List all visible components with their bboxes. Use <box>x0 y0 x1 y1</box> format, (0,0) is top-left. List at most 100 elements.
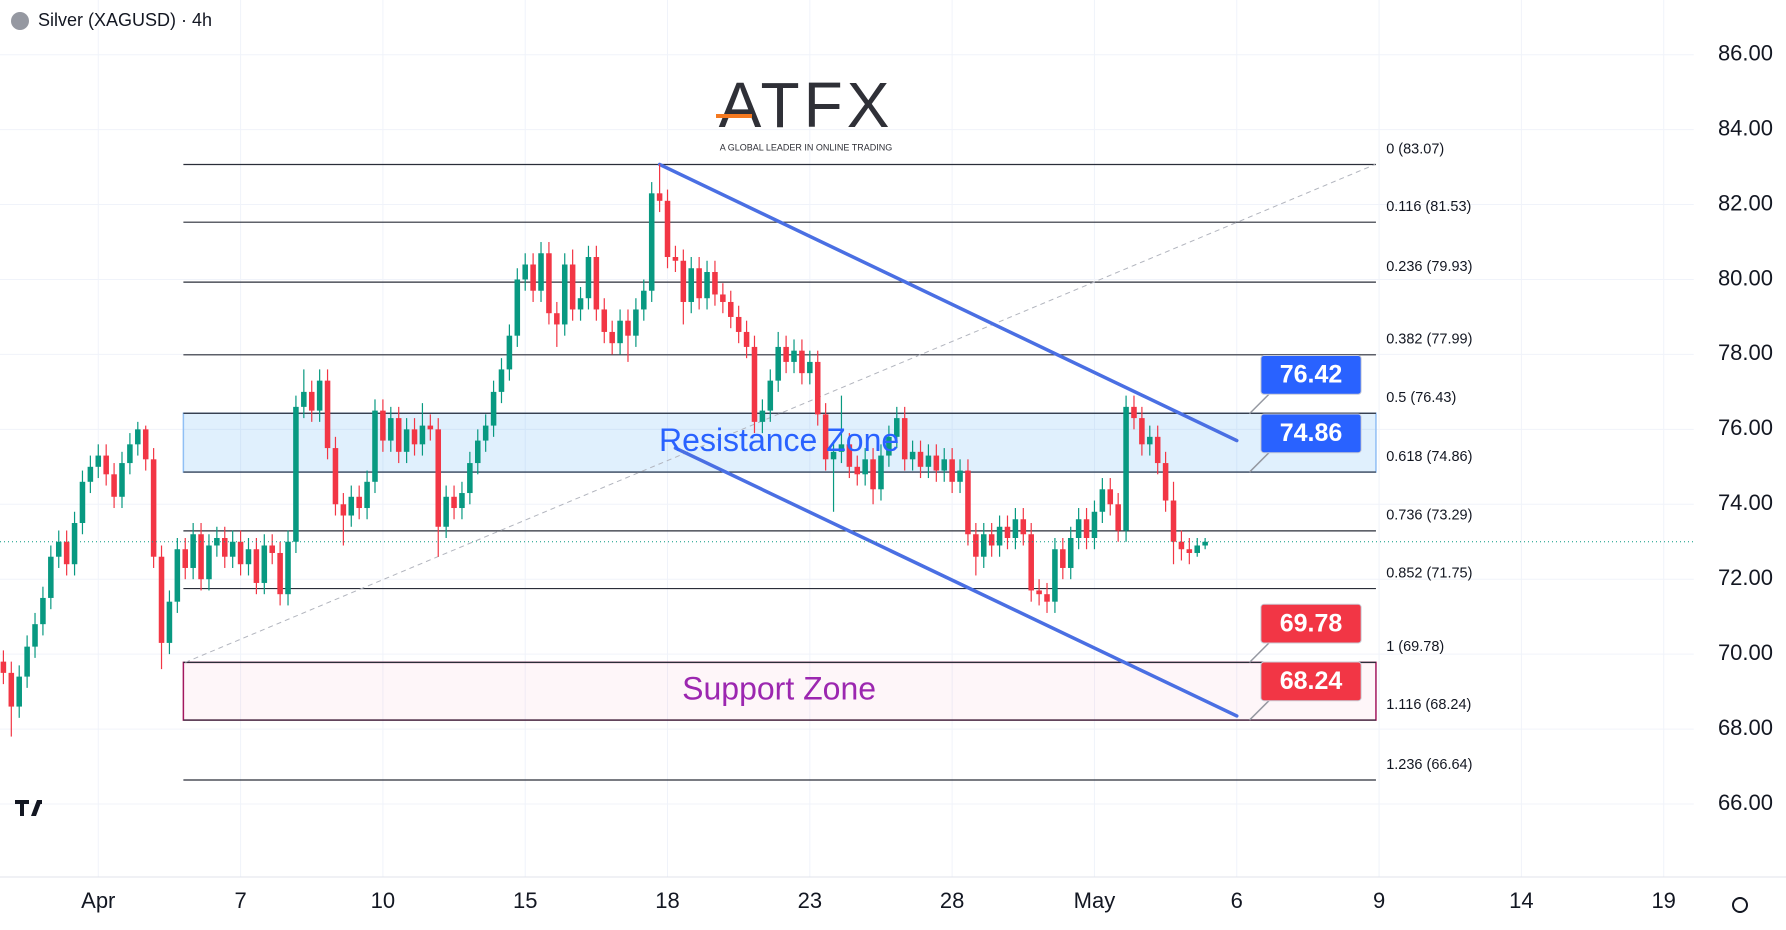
x-tick-label: May <box>1074 888 1116 913</box>
candle-body <box>648 193 655 291</box>
candle-body <box>24 646 30 677</box>
candle-body <box>538 253 544 291</box>
candle-body <box>1083 519 1090 538</box>
candle-body <box>601 309 608 332</box>
candle-body <box>980 534 987 557</box>
candle-body <box>142 429 149 460</box>
callout-pointer <box>1248 700 1270 721</box>
candle-body <box>229 541 236 557</box>
candle-body <box>569 264 576 310</box>
candle-body <box>1075 519 1082 538</box>
candle-body <box>1020 519 1027 535</box>
candle-body <box>728 301 734 317</box>
candle-body <box>364 481 370 509</box>
fib-label: 0 (83.07) <box>1386 141 1444 157</box>
candle-body <box>799 350 805 374</box>
grid <box>0 0 1694 878</box>
candle-body <box>1012 519 1019 538</box>
fib-label: 0.382 (77.99) <box>1386 332 1472 348</box>
candle-body <box>285 541 291 595</box>
callout-pointer <box>1248 642 1270 663</box>
candle-body <box>16 676 22 707</box>
y-tick-label: 66.00 <box>1718 790 1773 815</box>
candle-body <box>1139 418 1145 445</box>
candle-body <box>838 444 845 452</box>
candle-body <box>475 440 481 464</box>
candle-body <box>372 410 378 482</box>
candle-body <box>664 200 671 258</box>
candle-body <box>783 346 789 362</box>
y-tick-label: 68.00 <box>1718 715 1773 740</box>
price-label-box <box>1260 413 1362 454</box>
candle-body <box>1052 549 1058 602</box>
price-label: 68.24 <box>1280 667 1343 695</box>
x-tick-label: 18 <box>655 888 679 913</box>
candle-body <box>348 496 355 516</box>
x-tick-label: Apr <box>81 888 115 913</box>
price-label-box <box>1260 661 1362 702</box>
candle-body <box>395 418 402 452</box>
fib-label: 1 (69.78) <box>1386 639 1444 655</box>
zone-label: Resistance Zone <box>659 422 899 458</box>
candle-body <box>656 193 663 201</box>
candle-body <box>459 493 465 509</box>
y-tick-label: 84.00 <box>1718 115 1773 140</box>
axes: 66.00 68.00 70.00 72.00 74.00 76.00 78.00 80.00… <box>0 41 1786 913</box>
candle-body <box>909 451 916 460</box>
x-tick-label: 15 <box>513 888 537 913</box>
candle-body <box>775 346 781 381</box>
candle-body <box>506 335 513 370</box>
candle-body <box>166 601 173 643</box>
candle-body <box>435 429 442 527</box>
candle-body <box>261 545 268 583</box>
candle-body <box>498 369 505 392</box>
candle-body <box>1028 534 1034 591</box>
candle-body <box>308 391 315 411</box>
candle-body <box>8 672 15 707</box>
channel-line <box>657 162 1239 443</box>
candle-body <box>237 541 244 565</box>
logo-accent <box>716 114 752 118</box>
candle-body <box>324 380 331 449</box>
logo-tagline: A GLOBAL LEADER IN ONLINE TRADING <box>720 142 893 152</box>
candle-body <box>846 444 853 467</box>
candle-body <box>467 463 473 494</box>
candle-body <box>933 455 940 471</box>
fib-label: 0.116 (81.53) <box>1386 199 1471 215</box>
candle-body <box>522 264 528 280</box>
candle-body <box>680 260 687 302</box>
candle-body <box>973 534 979 557</box>
candle-body <box>293 406 299 542</box>
overlay: Resistance Zone Support Zone 76.42 74.86 69.… <box>0 355 1694 721</box>
candle-body <box>490 391 497 426</box>
fib-label: 0.736 (73.29) <box>1386 508 1472 524</box>
candle-body <box>95 455 102 467</box>
x-tick-label: 14 <box>1509 888 1533 913</box>
candle-body <box>546 253 552 314</box>
candle-body <box>55 541 62 557</box>
candle-body <box>1099 489 1106 512</box>
candle-body <box>451 496 457 509</box>
candles <box>0 164 1208 737</box>
x-tick-label: 23 <box>798 888 822 913</box>
candle-body <box>71 523 78 565</box>
candle-body <box>1067 537 1074 568</box>
candle-body <box>577 298 584 310</box>
candle-body <box>79 481 86 524</box>
x-tick-label: 7 <box>234 888 246 913</box>
x-tick-label: 9 <box>1373 888 1385 913</box>
y-tick-label: 80.00 <box>1718 265 1773 290</box>
candle-body <box>301 391 307 407</box>
settings-icon[interactable] <box>1732 897 1748 913</box>
candle-body <box>743 331 750 347</box>
candle-body <box>119 463 125 497</box>
candle-body <box>894 418 900 437</box>
candle-body <box>593 257 600 310</box>
candle-body <box>712 271 718 295</box>
y-tick-label: 86.00 <box>1718 41 1773 66</box>
candle-body <box>340 504 347 516</box>
fib-label: 0.852 (71.75) <box>1386 565 1472 581</box>
x-tick-label: 10 <box>371 888 395 913</box>
candle-body <box>901 418 908 460</box>
